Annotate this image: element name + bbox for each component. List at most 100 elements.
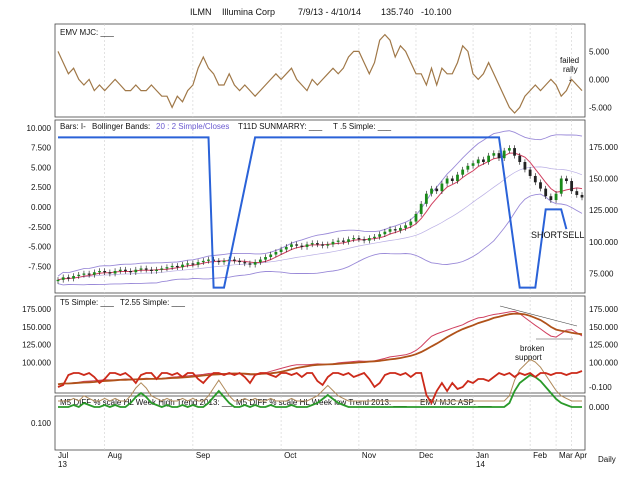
- price-bar-body: [310, 243, 314, 245]
- price-bar-body: [56, 279, 60, 282]
- price-bar-body: [435, 188, 439, 192]
- price-bar-body: [274, 251, 278, 255]
- price-bar-body: [82, 273, 86, 275]
- price-bar-body: [98, 270, 101, 273]
- price-bar-body: [118, 269, 122, 271]
- price-bar: [87, 270, 91, 278]
- averages-left-axis: 175.000 150.000 125.000 100.000: [22, 305, 51, 368]
- failed-rally-note-line-2: rally: [563, 65, 578, 74]
- emv-legend: EMV MJC: ___: [60, 28, 114, 37]
- price-bar-body: [92, 272, 96, 275]
- y-tick-label: 100.000: [589, 359, 618, 368]
- price-bar: [305, 241, 309, 250]
- price-bar: [497, 150, 501, 162]
- price-bar: [118, 266, 122, 274]
- price-bar-body: [404, 225, 408, 228]
- price-bar-body: [575, 191, 579, 195]
- y-tick-label: 100.000: [22, 359, 51, 368]
- price-bar: [217, 258, 221, 265]
- price-bar: [300, 242, 304, 250]
- price-bar-body: [207, 259, 210, 261]
- price-bar: [139, 265, 143, 273]
- price-bar-body: [347, 239, 350, 242]
- y-tick-label: 125.000: [589, 206, 618, 215]
- price-bar-body: [352, 238, 356, 240]
- t5-legend: T .5 Simple: ___: [333, 122, 392, 131]
- price-bar-body: [113, 270, 117, 274]
- price-bar-body: [544, 188, 548, 197]
- price-bar-body: [196, 262, 200, 265]
- price-bar: [248, 260, 252, 268]
- header-last: 135.740: [381, 7, 414, 17]
- price-bar-body: [175, 265, 179, 268]
- y-tick-label: 175.000: [589, 143, 618, 152]
- y-tick-label: 125.000: [589, 341, 618, 350]
- t255-simple-legend: T2.55 Simple: ___: [120, 298, 185, 307]
- y-tick-label: 150.000: [589, 174, 618, 183]
- vertical-gridlines: [104, 24, 572, 450]
- price-bar-body: [487, 155, 491, 163]
- header-name: Illumina Corp: [222, 7, 275, 17]
- t5-simple-line: [57, 152, 583, 281]
- price-bar: [419, 201, 423, 217]
- price-bar: [170, 263, 174, 270]
- price-bar: [196, 259, 200, 268]
- x-tick-label: Dec: [419, 451, 433, 460]
- price-bar-body: [284, 246, 288, 250]
- shortsell-label: SHORTSELL: [531, 230, 584, 240]
- price-bar: [507, 145, 511, 154]
- price-bar-body: [482, 159, 485, 163]
- price-bar: [559, 175, 563, 197]
- broken-support-line-1: broken: [520, 344, 544, 353]
- price-bar: [222, 258, 226, 265]
- price-bar: [66, 274, 70, 282]
- price-bars: [56, 145, 584, 284]
- price-bar: [124, 266, 127, 274]
- price-bar-body: [409, 221, 413, 226]
- price-bar-body: [134, 269, 138, 273]
- price-bar: [565, 175, 568, 184]
- price-bar-body: [217, 260, 221, 263]
- price-bar: [207, 256, 210, 264]
- diff-right-axis: 0.000 -0.100: [589, 383, 612, 412]
- diff-low-legend: M5 DIFF % scale HL Week low Trend 2013: …: [236, 398, 407, 407]
- price-bar: [165, 264, 169, 272]
- price-panel: Bars: I- Bollinger Bands: 20 : 2 Simple/…: [27, 122, 618, 289]
- price-bar: [269, 251, 273, 260]
- price-bar-body: [507, 148, 511, 151]
- price-bar-body: [144, 268, 148, 270]
- price-bar: [388, 226, 392, 235]
- price-left-axis: 10.000 7.500 5.000 2.500 0.000 -2.500 -5.000 -7…: [27, 124, 52, 271]
- price-bar: [362, 236, 366, 244]
- y-tick-label: 0.000: [31, 203, 52, 212]
- header-range: 7/9/13 - 4/10/14: [298, 7, 361, 17]
- header-symbol: ILMN: [190, 7, 212, 17]
- price-bar-body: [341, 240, 345, 242]
- price-bar-body: [383, 231, 387, 235]
- price-bar: [181, 261, 184, 270]
- y-tick-label: 5.000: [31, 163, 52, 172]
- price-bar: [404, 222, 408, 231]
- y-tick-label: 0.000: [589, 75, 610, 84]
- price-bar-body: [461, 169, 465, 175]
- price-bar: [341, 237, 345, 245]
- y-tick-label: 150.000: [22, 323, 51, 332]
- price-bar-body: [523, 162, 527, 170]
- price-bar-body: [295, 244, 299, 246]
- diff-tan-line: [58, 358, 582, 402]
- price-bar-body: [264, 257, 267, 260]
- price-bar-body: [528, 169, 532, 176]
- price-bar: [539, 179, 542, 192]
- price-bar: [575, 188, 579, 198]
- price-bar: [56, 277, 60, 284]
- price-bar-body: [305, 244, 309, 247]
- price-bar: [492, 150, 496, 159]
- trendline-upper: [499, 305, 578, 327]
- price-bar: [482, 156, 485, 165]
- bollinger-legend: Bollinger Bands:: [92, 122, 150, 131]
- price-bar-body: [160, 268, 164, 270]
- broken-support-line-2: support: [515, 353, 542, 362]
- y-tick-label: -5.000: [28, 243, 51, 252]
- price-bar-body: [424, 193, 428, 204]
- price-bar: [160, 265, 164, 273]
